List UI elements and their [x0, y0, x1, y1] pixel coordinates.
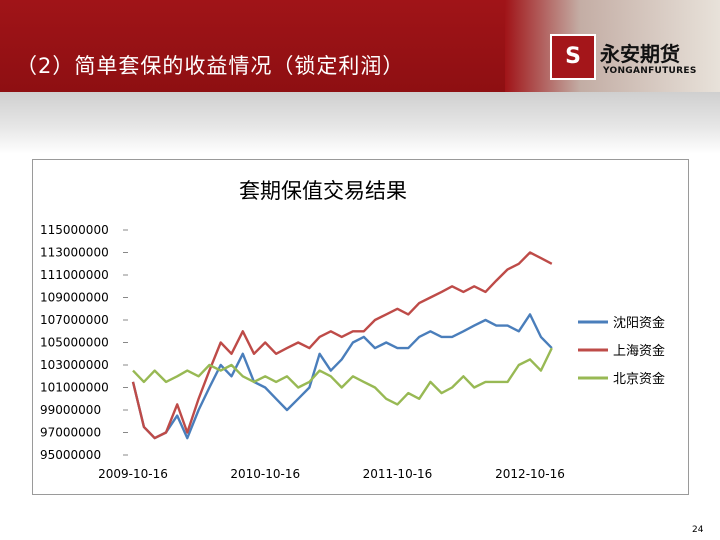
- legend-label-1: 沈阳资金: [613, 315, 665, 331]
- y-tick-label: 115000000: [40, 223, 109, 237]
- y-tick-label: 105000000: [40, 336, 109, 350]
- gray-gradient-band: [0, 92, 720, 154]
- y-tick-label: 99000000: [40, 403, 101, 417]
- series-lines: [131, 251, 553, 440]
- x-tick-label: 2010-10-16: [230, 467, 300, 481]
- series-line-3: [132, 347, 553, 406]
- y-tick-label: 107000000: [40, 313, 109, 327]
- chart-title: 套期保值交易结果: [239, 179, 407, 203]
- y-axis: 95000000 97000000 99000000 101000000 1030000…: [40, 223, 128, 462]
- hedging-result-chart: 套期保值交易结果 95000000 97000000 99000000 1010000…: [40, 179, 665, 481]
- y-tick-label: 97000000: [40, 426, 101, 440]
- x-tick-label: 2011-10-16: [363, 467, 433, 481]
- x-axis: 2009-10-16 2010-10-16 2011-10-16 2012-10-16: [98, 467, 565, 481]
- page-number: 24: [692, 525, 704, 535]
- header-decor-photo: [505, 0, 720, 100]
- company-logo-name: 永安期货: [600, 42, 680, 66]
- company-logo-mark: S: [550, 34, 596, 80]
- x-tick-label: 2009-10-16: [98, 467, 168, 481]
- slide-title: （2）简单套保的收益情况（锁定利润）: [16, 54, 405, 78]
- legend-label-3: 北京资金: [613, 371, 665, 387]
- series-line-2: [131, 251, 553, 440]
- y-tick-label: 103000000: [40, 358, 109, 372]
- series-line-1: [131, 313, 553, 440]
- y-tick-label: 95000000: [40, 448, 101, 462]
- x-tick-label: 2012-10-16: [495, 467, 565, 481]
- chart-frame: 套期保值交易结果 95000000 97000000 99000000 1010000…: [32, 159, 689, 495]
- y-tick-label: 101000000: [40, 381, 109, 395]
- company-logo-english: YONGANFUTURES: [603, 66, 697, 76]
- y-tick-label: 111000000: [40, 268, 109, 282]
- y-tick-label: 113000000: [40, 246, 109, 260]
- y-tick-label: 109000000: [40, 291, 109, 305]
- legend-label-2: 上海资金: [613, 343, 665, 359]
